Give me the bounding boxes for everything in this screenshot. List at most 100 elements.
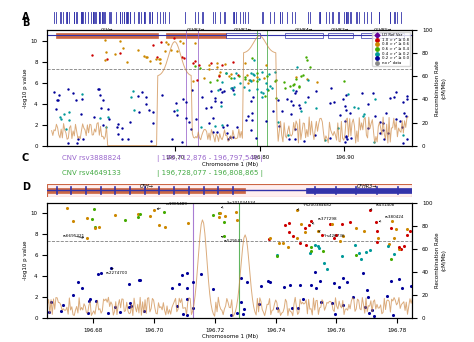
- Point: [85, 299, 92, 304]
- Point: [287, 111, 295, 117]
- Point: [223, 122, 230, 128]
- Point: [330, 99, 337, 105]
- Text: CNV rsv3888824: CNV rsv3888824: [62, 155, 121, 161]
- Point: [266, 83, 273, 89]
- Point: [173, 107, 181, 113]
- Point: [344, 92, 352, 97]
- Point: [360, 111, 368, 116]
- Point: [209, 116, 216, 121]
- Point: [395, 277, 402, 282]
- Point: [397, 246, 405, 252]
- Point: [215, 74, 222, 79]
- Point: [261, 75, 268, 80]
- Point: [64, 140, 72, 146]
- Point: [403, 233, 411, 238]
- Point: [320, 260, 328, 265]
- Point: [173, 101, 180, 106]
- Point: [357, 256, 365, 262]
- Point: [359, 271, 366, 276]
- Point: [211, 95, 219, 101]
- Point: [343, 92, 350, 98]
- Point: [290, 81, 297, 87]
- Point: [292, 89, 300, 94]
- Point: [336, 238, 344, 244]
- Point: [63, 205, 71, 211]
- Point: [253, 86, 261, 91]
- Point: [125, 282, 133, 287]
- Point: [57, 308, 65, 314]
- Point: [244, 113, 252, 119]
- Point: [119, 45, 127, 51]
- Point: [127, 303, 134, 309]
- Point: [313, 80, 320, 85]
- Point: [53, 97, 61, 103]
- Point: [395, 245, 402, 250]
- Point: [242, 117, 250, 123]
- Point: [215, 72, 223, 78]
- Point: [299, 297, 307, 302]
- Point: [86, 296, 94, 302]
- Point: [116, 39, 124, 44]
- Point: [287, 282, 294, 287]
- Point: [275, 240, 283, 246]
- Point: [319, 248, 327, 253]
- Text: C: C: [22, 153, 29, 163]
- Text: *rs201034534: *rs201034534: [221, 201, 256, 208]
- Point: [355, 250, 363, 255]
- Point: [349, 294, 356, 299]
- Bar: [362, 33, 404, 38]
- Point: [374, 235, 382, 241]
- Point: [106, 116, 113, 122]
- Point: [302, 54, 310, 60]
- Point: [374, 228, 381, 234]
- Point: [365, 101, 372, 107]
- Point: [99, 123, 107, 128]
- Point: [101, 37, 109, 43]
- Point: [111, 213, 118, 218]
- Point: [83, 215, 91, 220]
- Point: [46, 309, 53, 314]
- Point: [198, 271, 205, 276]
- Point: [307, 245, 315, 250]
- Point: [295, 84, 302, 90]
- Point: [136, 110, 143, 115]
- Text: rs380424: rs380424: [379, 215, 404, 222]
- Point: [66, 117, 73, 123]
- Point: [328, 300, 336, 306]
- Point: [295, 103, 303, 108]
- Point: [222, 70, 229, 76]
- X-axis label: Chromosome 1 (Mb): Chromosome 1 (Mb): [202, 162, 258, 167]
- Point: [54, 97, 62, 102]
- Point: [300, 139, 308, 144]
- Point: [56, 115, 64, 120]
- Point: [386, 96, 394, 101]
- Point: [184, 220, 192, 225]
- Point: [205, 66, 213, 71]
- Point: [111, 51, 119, 56]
- Point: [160, 209, 168, 214]
- Point: [207, 88, 215, 94]
- Point: [128, 94, 135, 100]
- Point: [304, 78, 311, 83]
- Point: [295, 83, 303, 89]
- Point: [134, 211, 142, 217]
- Point: [168, 136, 175, 142]
- Point: [65, 109, 73, 115]
- Point: [250, 72, 258, 78]
- Point: [149, 120, 156, 126]
- Point: [292, 126, 299, 131]
- Point: [99, 97, 107, 103]
- Point: [85, 310, 92, 315]
- Point: [326, 222, 334, 227]
- Point: [305, 222, 313, 227]
- Point: [366, 207, 374, 213]
- Point: [134, 214, 142, 220]
- Point: [285, 229, 292, 235]
- Point: [244, 81, 251, 86]
- Point: [292, 75, 300, 80]
- Point: [227, 312, 235, 317]
- Point: [292, 77, 300, 82]
- Point: [327, 101, 334, 106]
- Point: [360, 228, 367, 234]
- Point: [379, 121, 387, 126]
